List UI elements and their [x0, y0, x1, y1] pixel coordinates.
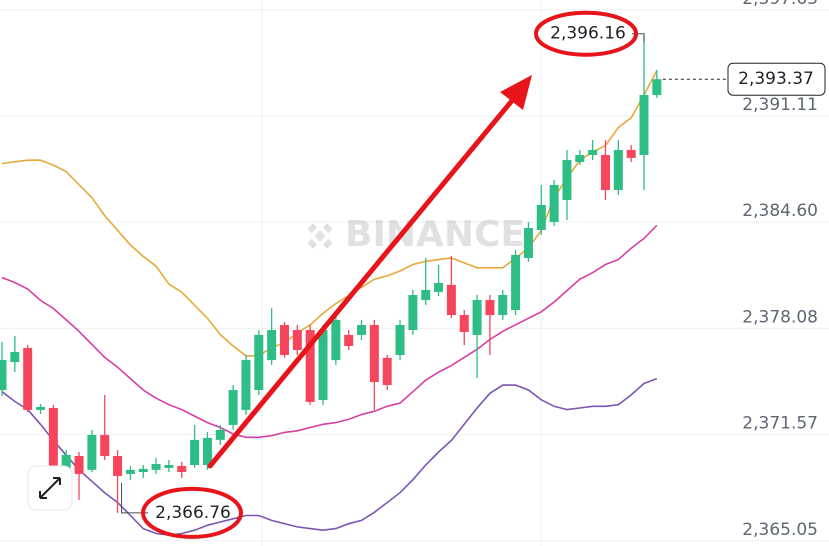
grid [0, 9, 829, 542]
candle-body [202, 437, 212, 465]
candle-body [279, 324, 289, 355]
min-connector [121, 482, 148, 514]
y-tick-label: 2,384.60 [742, 201, 818, 221]
max-label: 2,396.16 [550, 24, 626, 44]
candle-body [575, 154, 585, 163]
min-label: 2,366.76 [155, 503, 231, 523]
expand-button[interactable] [27, 465, 73, 511]
candle-body [472, 300, 482, 335]
candle-body [459, 315, 469, 333]
max-highlight [534, 10, 638, 57]
candle-body [151, 464, 161, 470]
y-tick-label: 2,391.11 [742, 95, 818, 115]
candle-body [536, 205, 546, 230]
candle-body [485, 300, 495, 316]
candle-body [267, 330, 277, 361]
indicator-line [1, 224, 658, 439]
candle-body [318, 330, 328, 400]
candle-body [10, 352, 20, 362]
candle-body [190, 439, 200, 465]
candle-body [344, 334, 354, 347]
candle-body [61, 454, 71, 470]
candle-body [613, 149, 623, 191]
candle-body [408, 295, 418, 331]
candle-body [164, 464, 174, 468]
indicator-lines [1, 70, 658, 536]
expand-icon[interactable] [39, 477, 61, 499]
arrow-head [500, 75, 532, 110]
candle-body [626, 149, 636, 158]
min-highlight [141, 486, 243, 539]
candle-body [228, 390, 238, 425]
candle-body [421, 289, 431, 301]
candle-body [48, 407, 58, 470]
annotations: 2,396.16 2,366.76 2,393.37 [121, 10, 826, 539]
indicator-line [1, 70, 658, 357]
candle-body [639, 95, 649, 155]
watermark: BINANCE [307, 214, 525, 255]
candle-body [74, 456, 84, 474]
candle-body [138, 468, 148, 473]
candle-body [498, 295, 508, 316]
candle-body [562, 160, 572, 200]
candle-body [100, 435, 110, 457]
y-tick-label: 2,365.05 [742, 520, 818, 540]
candle-body [23, 347, 33, 410]
y-tick-label: 2,371.57 [742, 414, 818, 434]
indicator-line [1, 377, 658, 536]
y-tick-label: 2,378.08 [742, 307, 818, 327]
candle-body [215, 429, 225, 440]
candle-body [177, 465, 187, 473]
candle-body [395, 324, 405, 355]
candle-body [241, 360, 251, 410]
candle-body [331, 319, 341, 361]
candle-body [87, 435, 97, 470]
candle-body [357, 324, 367, 335]
trend-arrow [207, 75, 532, 469]
candle-body [113, 456, 123, 476]
candle-body [0, 360, 7, 391]
last-price-box [727, 62, 826, 96]
candle-body [292, 330, 302, 350]
arrow-shaft [207, 94, 518, 469]
candle-body [254, 334, 264, 391]
candle-body [369, 324, 379, 383]
candle-body [588, 149, 598, 155]
candle-body [382, 357, 392, 385]
candle-body [549, 184, 559, 222]
last-price-label: 2,393.37 [738, 69, 814, 89]
candle-body [600, 154, 610, 191]
y-axis: 2,365.05 2,371.57 2,378.08 2,384.60 2,391.11… [742, 0, 818, 540]
candle-body [511, 254, 521, 310]
candle-body [652, 79, 662, 96]
candle-body [434, 282, 444, 292]
candle-body [36, 406, 46, 410]
candle-body [446, 284, 456, 316]
watermark-text: BINANCE [345, 214, 525, 255]
candle-body [125, 469, 135, 474]
candles [0, 33, 662, 513]
candle-body [523, 228, 533, 259]
y-tick-label: 2,397.63 [742, 0, 818, 9]
candle-body [305, 330, 315, 402]
